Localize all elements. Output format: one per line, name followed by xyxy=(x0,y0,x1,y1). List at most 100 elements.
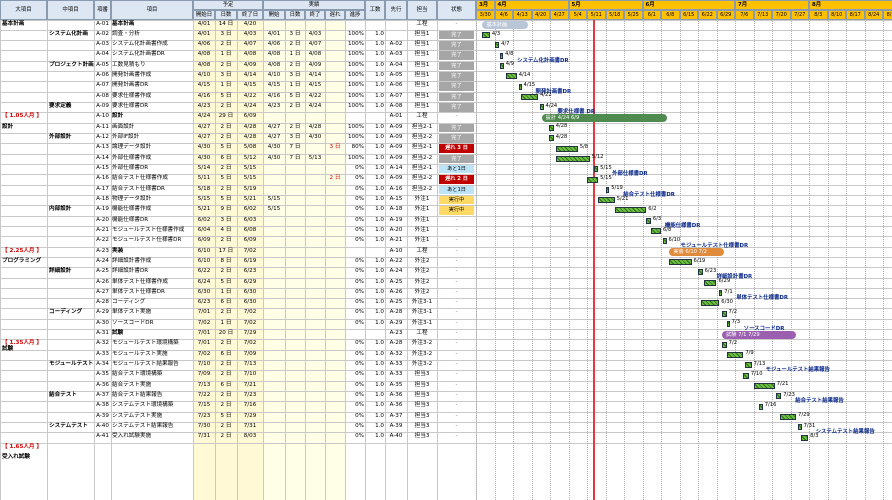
cell-dl[interactable]: 2 日 xyxy=(329,175,341,182)
cell-ad[interactable]: 2 日 xyxy=(289,41,301,48)
cell-ps[interactable]: 6/23 xyxy=(197,299,211,306)
cell-pr[interactable] xyxy=(385,30,407,40)
cell-no[interactable]: A-15 xyxy=(96,164,109,171)
cell-ae[interactable] xyxy=(305,350,325,360)
cell-ad[interactable] xyxy=(285,339,305,349)
cell-pr[interactable]: A-14 xyxy=(389,164,403,171)
cell-pe[interactable]: 7/21 xyxy=(243,381,257,388)
cell-as[interactable] xyxy=(263,236,285,246)
cell-pr[interactable]: A-04 xyxy=(389,61,403,68)
cell-pg[interactable]: 100% xyxy=(348,61,364,68)
cell-pr[interactable]: A-25 xyxy=(389,278,403,285)
cell-as[interactable] xyxy=(263,288,285,298)
cell-dl[interactable] xyxy=(325,50,345,60)
cell-pe[interactable]: 6/29 xyxy=(243,278,257,285)
cell-ae[interactable] xyxy=(305,339,325,349)
cell-pe[interactable]: 5/21 xyxy=(243,195,257,202)
cell-item[interactable]: 設計 xyxy=(112,113,124,120)
cell-ad[interactable] xyxy=(285,216,305,226)
cell-ef[interactable]: 1.0 xyxy=(375,61,384,68)
cell-pg[interactable]: 0% xyxy=(355,299,364,306)
cell-ef[interactable]: 1.0 xyxy=(375,185,384,192)
cell-ps[interactable]: 7/13 xyxy=(197,381,211,388)
cell-pe[interactable]: 5/08 xyxy=(243,144,257,151)
cell-ow[interactable]: 担当2-1 xyxy=(411,123,433,130)
cell-ae[interactable]: 4/03 xyxy=(308,30,322,37)
cell-no[interactable]: A-35 xyxy=(96,371,109,378)
cell-pd[interactable]: 2 日 xyxy=(220,185,232,192)
cell-pr[interactable]: A-33 xyxy=(389,361,403,368)
cell-ow[interactable]: 外注1 xyxy=(414,216,430,223)
cell-no[interactable]: A-18 xyxy=(96,195,109,202)
cell-no[interactable]: A-23 xyxy=(96,247,109,254)
cell-as[interactable]: 4/08 xyxy=(267,51,281,58)
cell-pg[interactable]: 0% xyxy=(355,268,364,275)
cell-ae[interactable]: 4/08 xyxy=(308,51,322,58)
cell-item[interactable]: 単体テスト実施 xyxy=(112,309,152,316)
cell-ae[interactable] xyxy=(305,370,325,380)
cell-ps[interactable]: 7/02 xyxy=(197,350,211,357)
cell-pd[interactable]: 5 日 xyxy=(220,278,232,285)
cell-ad[interactable]: 7 日 xyxy=(289,154,301,161)
cell-ps[interactable]: 4/27 xyxy=(197,134,211,141)
cell-pe[interactable]: 7/29 xyxy=(243,412,257,419)
cell-pe[interactable]: 7/23 xyxy=(243,392,257,399)
cell-item[interactable]: 機能仕様書DR xyxy=(112,216,149,223)
cell-as[interactable]: 5/15 xyxy=(267,206,281,213)
cell-ad[interactable]: 1 日 xyxy=(289,51,301,58)
cell-dl[interactable] xyxy=(325,133,345,143)
cell-ow[interactable]: 外注1 xyxy=(414,237,430,244)
cell-ow[interactable]: 担当3 xyxy=(414,422,430,429)
cell-pd[interactable]: 4 日 xyxy=(220,226,232,233)
cell-ow[interactable]: 担当1 xyxy=(414,92,430,99)
cell-ps[interactable]: 4/08 xyxy=(197,51,211,58)
cell-dl[interactable] xyxy=(325,40,345,50)
cell-ps[interactable]: 6/22 xyxy=(197,268,211,275)
cell-ps[interactable]: 4/10 xyxy=(197,72,211,79)
cell-pg[interactable]: 100% xyxy=(348,103,364,110)
cell-pd[interactable]: 2 日 xyxy=(220,237,232,244)
cell-pr[interactable]: A-05 xyxy=(389,72,403,79)
cell-as[interactable]: 5/15 xyxy=(267,195,281,202)
cell-pe[interactable]: 5/15 xyxy=(243,175,257,182)
cell-dl[interactable] xyxy=(325,185,345,195)
cell-pg[interactable]: 0% xyxy=(355,164,364,171)
cell-ae[interactable] xyxy=(305,360,325,370)
cell-pr[interactable]: A-09 xyxy=(389,123,403,130)
cell-ae[interactable] xyxy=(305,216,325,226)
cell-ae[interactable] xyxy=(305,319,325,329)
cell-pe[interactable]: 4/08 xyxy=(243,51,257,58)
cell-ef[interactable]: 1.0 xyxy=(375,144,384,151)
cell-ps[interactable]: 4/15 xyxy=(197,82,211,89)
cell-ow[interactable]: 担当1 xyxy=(414,103,430,110)
cell-dl[interactable] xyxy=(325,319,345,329)
cell-dl[interactable] xyxy=(325,432,345,442)
cell-ae[interactable] xyxy=(305,422,325,432)
cell-pd[interactable]: 2 日 xyxy=(220,309,232,316)
cell-pd[interactable]: 2 日 xyxy=(220,433,232,440)
cell-pd[interactable]: 2 日 xyxy=(220,164,232,171)
cell-pr[interactable]: A-16 xyxy=(389,185,403,192)
cell-item[interactable]: 詳細設計書作成 xyxy=(112,257,152,264)
cell-ow[interactable]: 担当3 xyxy=(414,433,430,440)
cell-ad[interactable] xyxy=(285,226,305,236)
cell-item[interactable]: 受入れ試験実施 xyxy=(112,433,152,440)
cell-no[interactable]: A-39 xyxy=(96,412,109,419)
cell-pg[interactable]: 0% xyxy=(355,361,364,368)
cell-pg[interactable]: 100% xyxy=(348,134,364,141)
cell-item[interactable]: 物理データ設計 xyxy=(112,195,152,202)
cell-pr[interactable]: A-29 xyxy=(389,319,403,326)
cell-pr[interactable]: A-33 xyxy=(389,371,403,378)
cell-as[interactable] xyxy=(263,278,285,288)
cell-no[interactable]: A-07 xyxy=(96,82,109,89)
cell-ad[interactable] xyxy=(285,257,305,267)
cell-ad[interactable] xyxy=(285,247,305,257)
cell-pd[interactable]: 2 日 xyxy=(220,103,232,110)
cell-ow[interactable]: 担当3 xyxy=(414,381,430,388)
cell-ae[interactable] xyxy=(305,267,325,277)
cell-pg[interactable]: 0% xyxy=(355,226,364,233)
cell-item[interactable]: モジュールテスト仕様書DR xyxy=(112,237,182,244)
cell-pg[interactable]: 100% xyxy=(348,154,364,161)
cell-ow[interactable]: 工程 xyxy=(416,247,428,254)
cell-pr[interactable]: A-09 xyxy=(389,144,403,151)
